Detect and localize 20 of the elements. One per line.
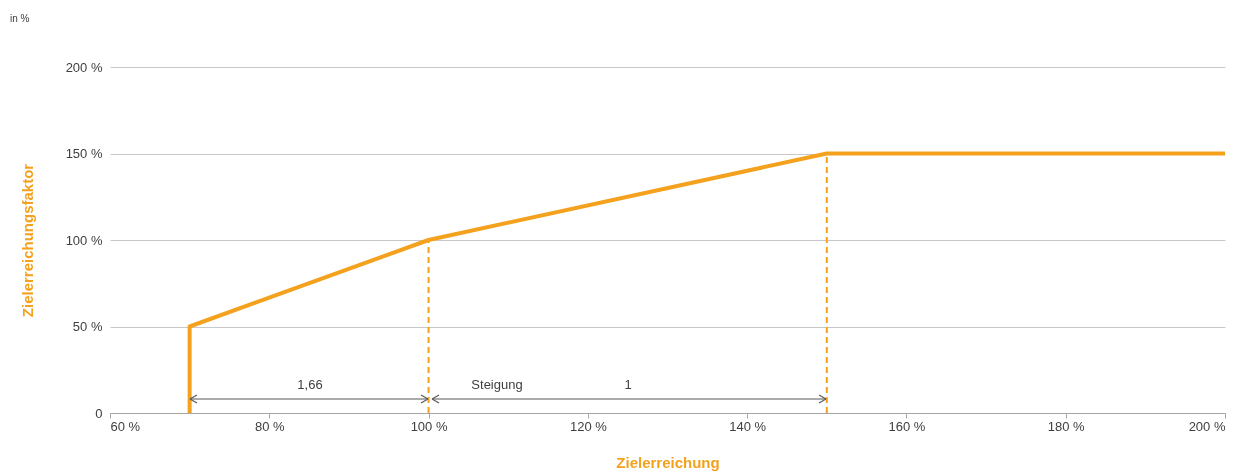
- x-tick-label: 140 %: [729, 418, 767, 434]
- y-tick-label: 0: [95, 405, 103, 421]
- annotation: Steigung: [471, 377, 523, 392]
- x-tick-label: 160 %: [888, 418, 926, 434]
- x-tick-label: 200 %: [1188, 418, 1226, 434]
- x-tick-label: 120 %: [569, 418, 608, 434]
- annotation: 1,66: [297, 377, 323, 392]
- y-tick-label: 100 %: [65, 232, 103, 248]
- x-tick-label: 100 %: [410, 418, 448, 434]
- annotation: 1: [624, 377, 632, 392]
- text: in %: [10, 13, 30, 24]
- line-series: [187, 151, 1227, 415]
- x-tick-label: 80 %: [254, 418, 286, 434]
- y-tick-label: 200 %: [65, 59, 103, 75]
- y-tick-label: 150 %: [65, 146, 103, 161]
- y-tick-label: 50 %: [72, 319, 103, 334]
- y-axis-title: Zielerreichungsfaktor: [18, 163, 36, 318]
- x-axis-title: Zielerreichung: [616, 453, 720, 471]
- x-tick-label: 180 %: [1047, 418, 1086, 434]
- x-tick-label: 60 %: [110, 418, 141, 434]
